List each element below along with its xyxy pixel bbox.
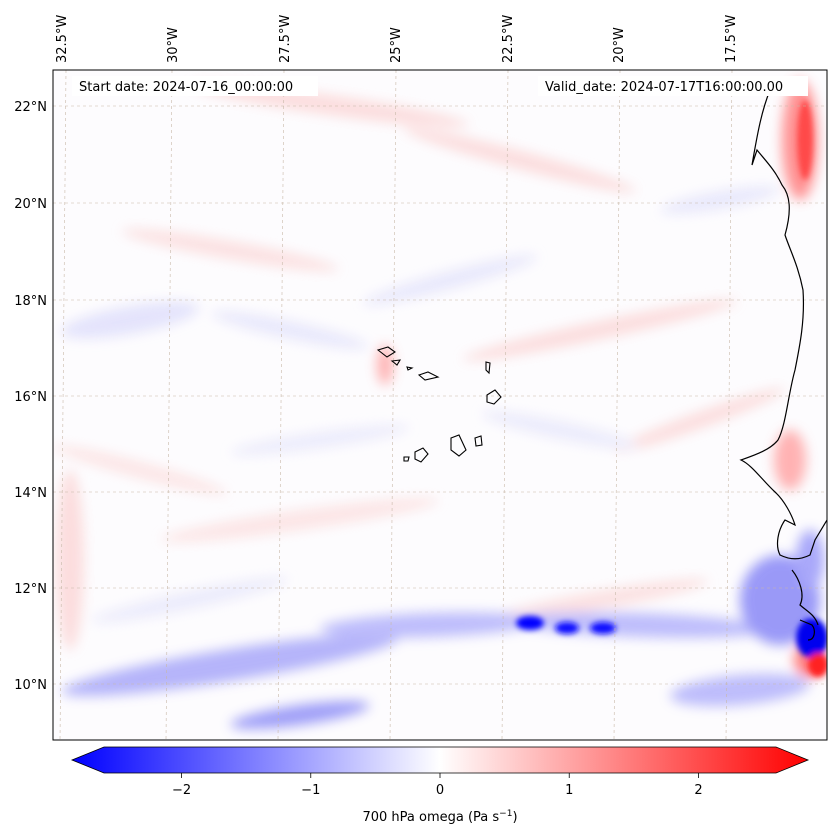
lat-label-12n: 12°N	[14, 582, 47, 597]
colorbar-tick-label: 1	[565, 783, 573, 798]
omega-field	[53, 80, 827, 729]
valid-date-label: Valid_date: 2024-07-17T16:00:00.00	[545, 80, 783, 95]
colorbar-tick-label: −1	[301, 783, 320, 798]
lat-label-22n: 22°N	[14, 100, 47, 115]
colorbar-bar	[70, 746, 810, 774]
lon-label-27-5w: 27.5°W	[278, 15, 293, 63]
lon-label-22-5w: 22.5°W	[501, 15, 516, 63]
map-panel: Start date: 2024-07-16_00:00:00 Valid_da…	[52, 69, 828, 741]
colorbar: −2 −1 0 1 2 700 hPa omega (Pa s−1)	[70, 746, 810, 825]
lat-label-18n: 18°N	[14, 294, 47, 309]
start-date-box	[72, 76, 318, 96]
lon-label-32-5w: 32.5°W	[55, 15, 70, 63]
lat-label-20n: 20°N	[14, 197, 47, 212]
colorbar-ticks: −2 −1 0 1 2	[172, 773, 703, 798]
lon-label-17-5w: 17.5°W	[724, 15, 739, 63]
longitude-labels: 32.5°W 30°W 27.5°W 25°W 22.5°W 20°W 17.5…	[55, 15, 739, 63]
lat-label-14n: 14°N	[14, 486, 47, 501]
coastline	[739, 89, 827, 641]
start-date-label: Start date: 2024-07-16_00:00:00	[79, 80, 293, 95]
colorbar-tick-label: 2	[694, 783, 702, 798]
colorbar-tick-label: −2	[172, 783, 191, 798]
colorbar-label: 700 hPa omega (Pa s−1)	[362, 809, 517, 825]
graticule	[53, 70, 827, 740]
colorbar-tick-label: 0	[436, 783, 444, 798]
lon-label-25w: 25°W	[389, 27, 404, 63]
lat-label-16n: 16°N	[14, 390, 47, 405]
lon-label-20w: 20°W	[612, 27, 627, 63]
cape-verde-islands	[376, 346, 502, 463]
valid-date-box	[538, 76, 808, 96]
latitude-labels: 22°N 20°N 18°N 16°N 14°N 12°N 10°N	[14, 100, 47, 693]
lon-label-30w: 30°W	[166, 27, 181, 63]
lat-label-10n: 10°N	[14, 678, 47, 693]
